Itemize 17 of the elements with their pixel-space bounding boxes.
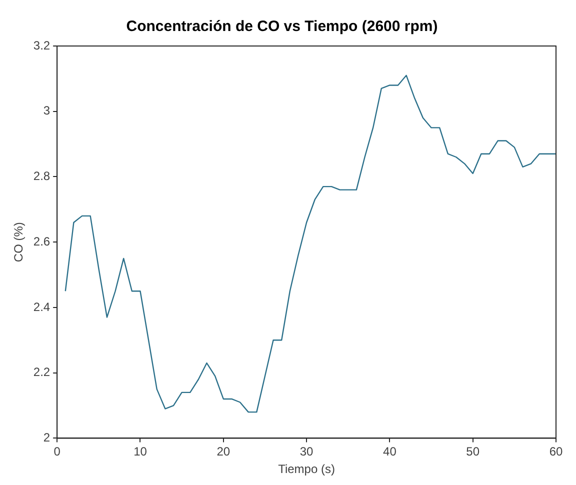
x-tick-label: 10 [134, 444, 148, 459]
y-tick-label: 2.2 [33, 365, 50, 380]
y-tick-label: 3.2 [33, 38, 50, 52]
x-tick-label: 50 [466, 444, 480, 459]
y-tick-label: 2 [43, 430, 50, 445]
x-tick-label: 30 [300, 444, 314, 459]
x-tick-label: 60 [549, 444, 563, 459]
x-tick-label: 40 [383, 444, 397, 459]
x-axis-title: Tiempo (s) [278, 462, 335, 476]
x-tick-label: 20 [216, 444, 230, 459]
x-tick-label: 0 [54, 444, 61, 459]
y-tick-label: 3 [43, 104, 50, 118]
chart-title: Concentración de CO vs Tiempo (2600 rpm) [126, 18, 438, 36]
y-axis-title: CO (%) [12, 222, 26, 262]
y-tick-label: 2.4 [33, 300, 50, 314]
y-tick-label: 2.6 [33, 234, 50, 248]
y-tick-label: 2.8 [33, 169, 50, 184]
